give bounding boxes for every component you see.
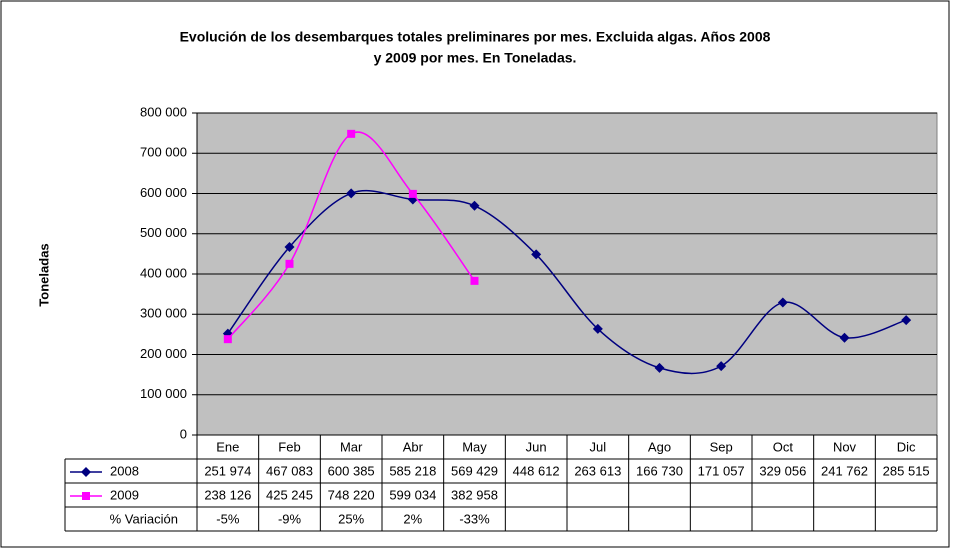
table-value: 241 762	[821, 463, 868, 478]
table-value: 251 974	[204, 463, 251, 478]
y-axis-label: Toneladas	[36, 243, 51, 306]
x-tick-label: Mar	[340, 439, 363, 454]
marker	[408, 189, 417, 198]
y-tick-label: 0	[180, 426, 187, 441]
table-value: 448 612	[513, 463, 560, 478]
variation-value: 25%	[338, 511, 364, 526]
x-tick-label: Ene	[216, 439, 239, 454]
marker	[82, 492, 90, 500]
y-tick-label: 700 000	[140, 145, 187, 160]
y-tick-label: 500 000	[140, 225, 187, 240]
table-value: 585 218	[389, 463, 436, 478]
marker	[716, 361, 727, 372]
table-value: 238 126	[204, 487, 251, 502]
x-tick-label: Oct	[773, 439, 794, 454]
table-value: 166 730	[636, 463, 683, 478]
variation-value: -5%	[216, 511, 240, 526]
marker	[223, 335, 232, 344]
table-value: 285 515	[883, 463, 930, 478]
table-value: 171 057	[698, 463, 745, 478]
chart-title: y 2009 por mes. En Toneladas.	[374, 50, 577, 66]
marker	[777, 297, 788, 308]
table-value: 382 958	[451, 487, 498, 502]
table-value: 467 083	[266, 463, 313, 478]
y-tick-label: 100 000	[140, 386, 187, 401]
marker	[839, 332, 850, 343]
marker	[285, 259, 294, 268]
variation-label: % Variación	[110, 511, 178, 526]
legend-label: 2009	[110, 487, 139, 502]
y-tick-label: 200 000	[140, 346, 187, 361]
series-line	[227, 189, 907, 375]
variation-value: -9%	[278, 511, 302, 526]
y-tick-label: 400 000	[140, 265, 187, 280]
x-tick-label: Dic	[897, 439, 916, 454]
table-value: 425 245	[266, 487, 313, 502]
marker	[284, 241, 295, 252]
x-tick-label: Abr	[403, 439, 424, 454]
variation-value: -33%	[459, 511, 490, 526]
y-tick-label: 600 000	[140, 185, 187, 200]
table-value: 748 220	[328, 487, 375, 502]
marker	[469, 200, 480, 211]
x-tick-label: Nov	[833, 439, 857, 454]
x-tick-label: Feb	[278, 439, 300, 454]
legend-label: 2008	[110, 463, 139, 478]
x-tick-label: Sep	[710, 439, 733, 454]
marker	[531, 249, 542, 260]
table-value: 599 034	[389, 487, 436, 502]
table-value: 263 613	[574, 463, 621, 478]
marker	[347, 129, 356, 138]
table-value: 569 429	[451, 463, 498, 478]
y-tick-label: 800 000	[140, 104, 187, 119]
marker	[654, 362, 665, 373]
marker	[470, 276, 479, 285]
x-tick-label: Jun	[526, 439, 547, 454]
table-value: 329 056	[759, 463, 806, 478]
chart-title: Evolución de los desembarques totales pr…	[180, 29, 771, 45]
marker	[346, 188, 357, 199]
x-tick-label: May	[462, 439, 487, 454]
x-tick-label: Jul	[590, 439, 607, 454]
y-tick-label: 300 000	[140, 306, 187, 321]
marker	[901, 315, 912, 326]
x-tick-label: Ago	[648, 439, 671, 454]
marker	[592, 323, 603, 334]
variation-value: 2%	[403, 511, 422, 526]
marker	[81, 467, 91, 477]
table-value: 600 385	[328, 463, 375, 478]
